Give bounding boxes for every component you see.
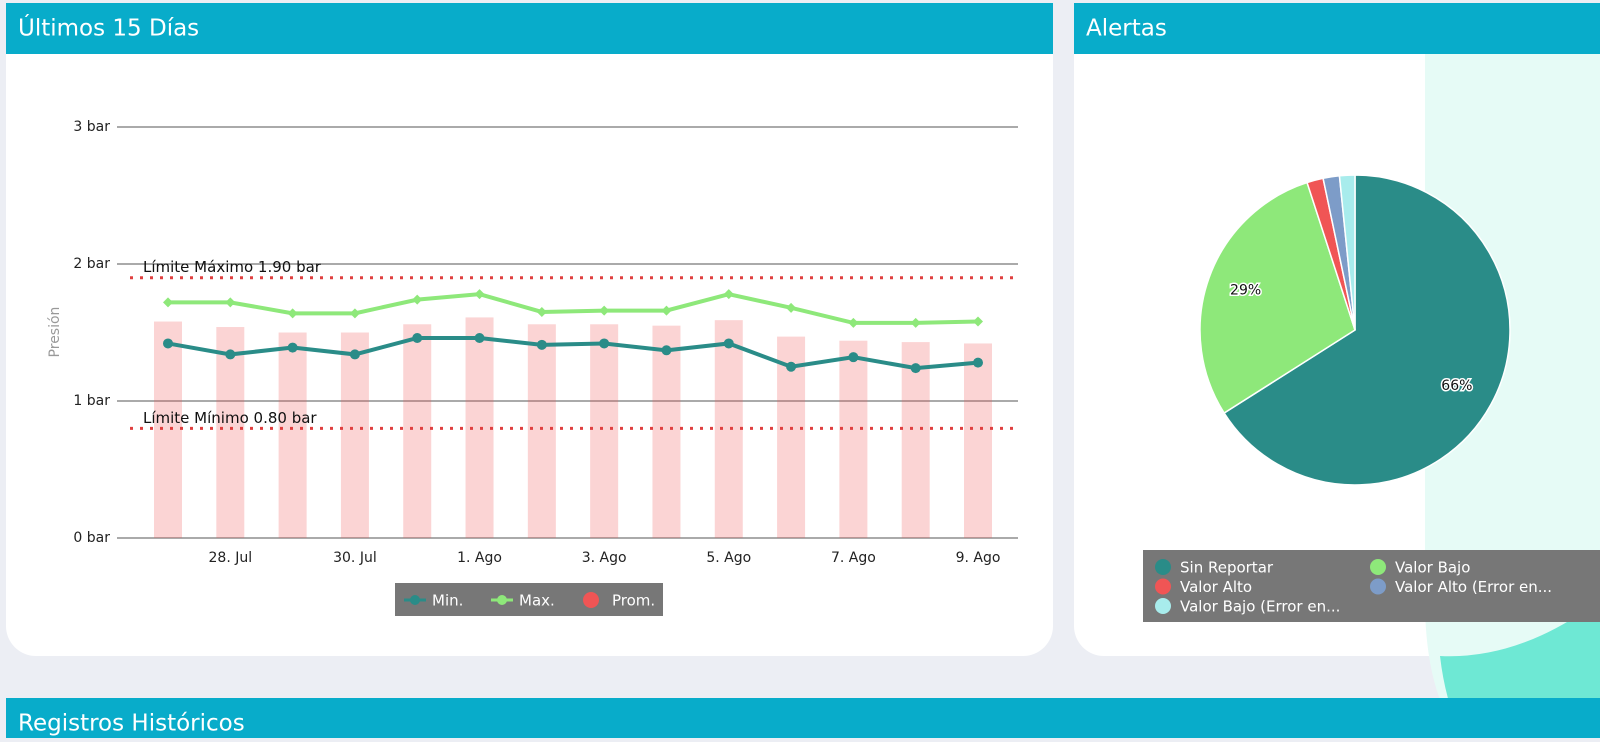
legend-label: Sin Reportar — [1180, 559, 1274, 577]
panel-header — [6, 3, 1053, 54]
legend-symbol — [410, 595, 420, 605]
legend-symbol — [1370, 559, 1386, 575]
threshold-label: Límite Máximo 1.90 bar — [143, 258, 322, 276]
panel-title: Registros Históricos — [18, 711, 245, 737]
x-tick-label: 1. Ago — [457, 550, 502, 566]
bar — [527, 324, 556, 538]
y-tick-label: 3 bar — [73, 119, 110, 135]
marker — [599, 338, 610, 349]
x-tick-label: 3. Ago — [582, 550, 627, 566]
marker — [163, 297, 173, 308]
marker — [412, 332, 423, 343]
y-tick-label: 2 bar — [73, 256, 110, 272]
marker — [536, 339, 547, 350]
legend-label: Min. — [432, 592, 463, 610]
panel — [6, 3, 1053, 656]
legend-symbol — [1155, 578, 1171, 595]
bar — [964, 343, 992, 538]
pie-slice — [1338, 174, 1356, 331]
panel-title: Últimos 15 Días — [18, 14, 199, 42]
marker — [661, 345, 672, 356]
y-tick-label: 1 bar — [73, 393, 110, 409]
marker — [848, 352, 859, 363]
y-axis-label: Presión — [47, 307, 63, 358]
threshold-label: Límite Mínimo 0.80 bar — [143, 409, 317, 427]
marker — [973, 357, 983, 368]
legend-symbol — [1370, 578, 1386, 595]
bar — [901, 342, 930, 538]
x-tick-label: 30. Jul — [333, 550, 377, 566]
legend-label: Valor Bajo — [1395, 559, 1470, 577]
marker — [786, 361, 797, 372]
y-tick-label: 0 bar — [73, 530, 110, 546]
bar — [652, 325, 681, 538]
bar — [216, 327, 245, 538]
marker — [536, 306, 547, 317]
marker — [225, 297, 236, 308]
legend-label: Valor Alto (Error en... — [1395, 578, 1552, 596]
marker — [287, 308, 298, 319]
pie-slice — [1223, 174, 1511, 486]
marker — [786, 302, 797, 313]
panel-header — [6, 698, 1600, 742]
x-tick-label: 28. Jul — [209, 550, 253, 566]
series-line — [168, 292, 979, 325]
marker — [225, 349, 236, 360]
bar — [590, 324, 619, 538]
marker — [412, 294, 423, 305]
legend-label: Valor Bajo (Error en... — [1180, 598, 1340, 616]
pie-label: 29% — [1230, 283, 1261, 299]
legend-symbol — [497, 595, 507, 605]
legend-label: Prom. — [612, 592, 655, 610]
marker — [287, 342, 298, 353]
bar — [403, 324, 432, 538]
bar — [278, 332, 307, 538]
panel-title: Alertas — [1086, 16, 1167, 42]
pie-slice — [1199, 181, 1356, 415]
marker — [474, 289, 485, 300]
marker — [474, 332, 485, 343]
legend-label: Valor Alto — [1180, 578, 1252, 596]
bar — [714, 320, 743, 538]
marker — [599, 305, 610, 316]
bar — [839, 340, 868, 538]
bar — [340, 332, 369, 538]
legend-symbol — [1155, 598, 1171, 614]
legend-symbol — [1155, 559, 1171, 575]
legend-label: Max. — [519, 592, 555, 610]
marker — [661, 305, 672, 316]
marker — [349, 349, 360, 360]
panel-header — [1074, 3, 1600, 54]
marker — [349, 308, 360, 319]
x-tick-label: 9. Ago — [956, 550, 1001, 566]
bar — [465, 317, 494, 538]
marker — [723, 289, 734, 300]
pie-label: 66% — [1441, 378, 1472, 394]
marker — [910, 363, 921, 374]
bar — [154, 321, 182, 538]
marker — [723, 338, 734, 349]
marker — [163, 338, 173, 349]
marker — [973, 316, 983, 327]
legend — [395, 583, 663, 616]
x-tick-label: 7. Ago — [831, 550, 876, 566]
legend-symbol — [583, 592, 599, 608]
marker — [848, 317, 859, 328]
series-line — [167, 335, 979, 371]
marker — [910, 317, 921, 328]
x-tick-label: 5. Ago — [706, 550, 751, 566]
